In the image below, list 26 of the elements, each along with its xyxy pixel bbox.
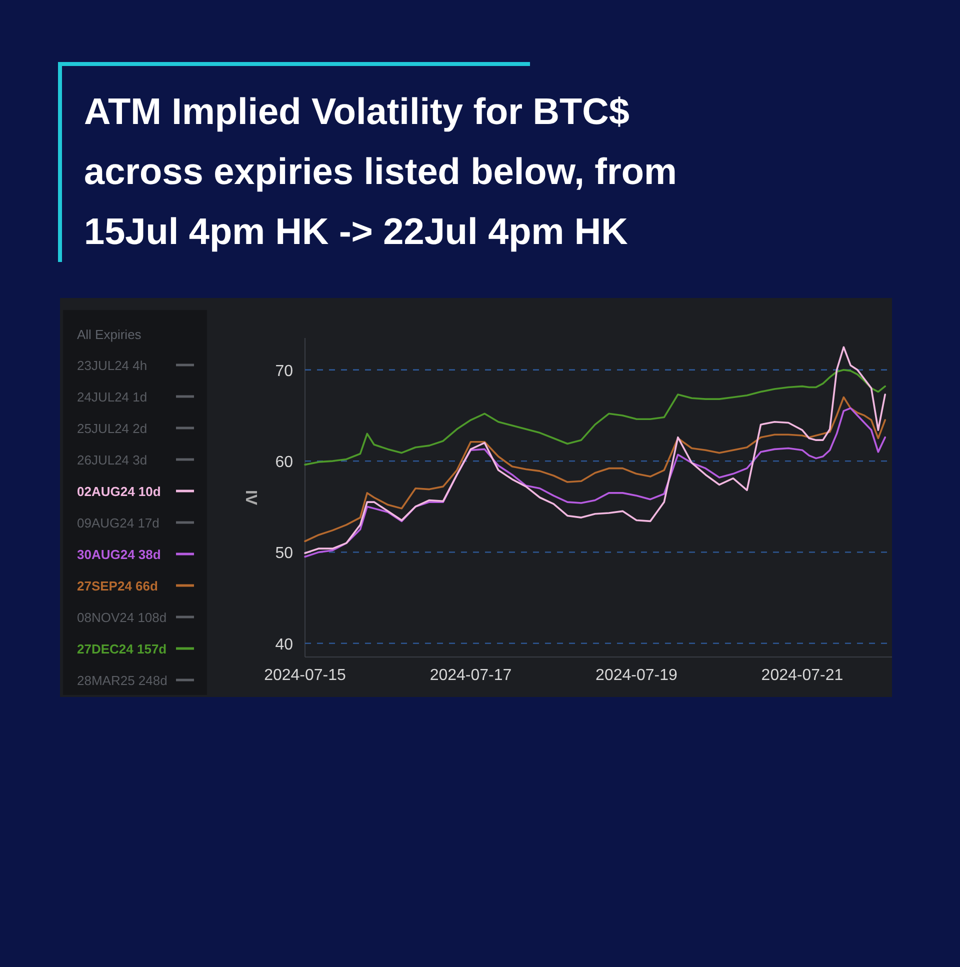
legend-label: 08NOV24 108d xyxy=(77,610,167,625)
legend-label: 27DEC24 157d xyxy=(77,642,167,656)
x-tick-label: 2024-07-17 xyxy=(430,667,512,684)
legend-label: 30AUG24 38d xyxy=(77,547,161,562)
x-tick-label: 2024-07-19 xyxy=(596,667,678,684)
legend-label: 25JUL24 2d xyxy=(77,421,148,436)
legend-title: All Expiries xyxy=(77,327,142,342)
y-axis-title: IV xyxy=(242,490,259,506)
legend-label: 28MAR25 248d xyxy=(77,673,168,688)
line-series xyxy=(304,396,886,542)
y-tick-label: 50 xyxy=(275,545,294,562)
legend-label: 09AUG24 17d xyxy=(77,516,160,530)
legend-label: 23JUL24 4h xyxy=(77,358,148,373)
legend-label: 02AUG24 10d xyxy=(77,484,161,499)
legend-label: 26JUL24 3d xyxy=(77,452,148,468)
legend-label: 27SEP24 66d xyxy=(77,578,158,594)
y-tick-label: 70 xyxy=(275,362,294,380)
line-series xyxy=(304,346,886,554)
legend-label: 24JUL24 1d xyxy=(77,390,148,404)
line-series xyxy=(304,369,886,466)
line-series xyxy=(304,407,886,558)
x-tick-label: 2024-07-21 xyxy=(761,667,844,684)
chart-title: ATM Implied Volatility for BTC$ across expiries listed below, from 15Jul 4pm HK -> 22Jul 4pm HK xyxy=(84,91,677,252)
x-tick-label: 2024-07-15 xyxy=(264,667,346,684)
y-tick-label: 40 xyxy=(275,636,294,654)
y-tick-label: 60 xyxy=(275,454,294,472)
